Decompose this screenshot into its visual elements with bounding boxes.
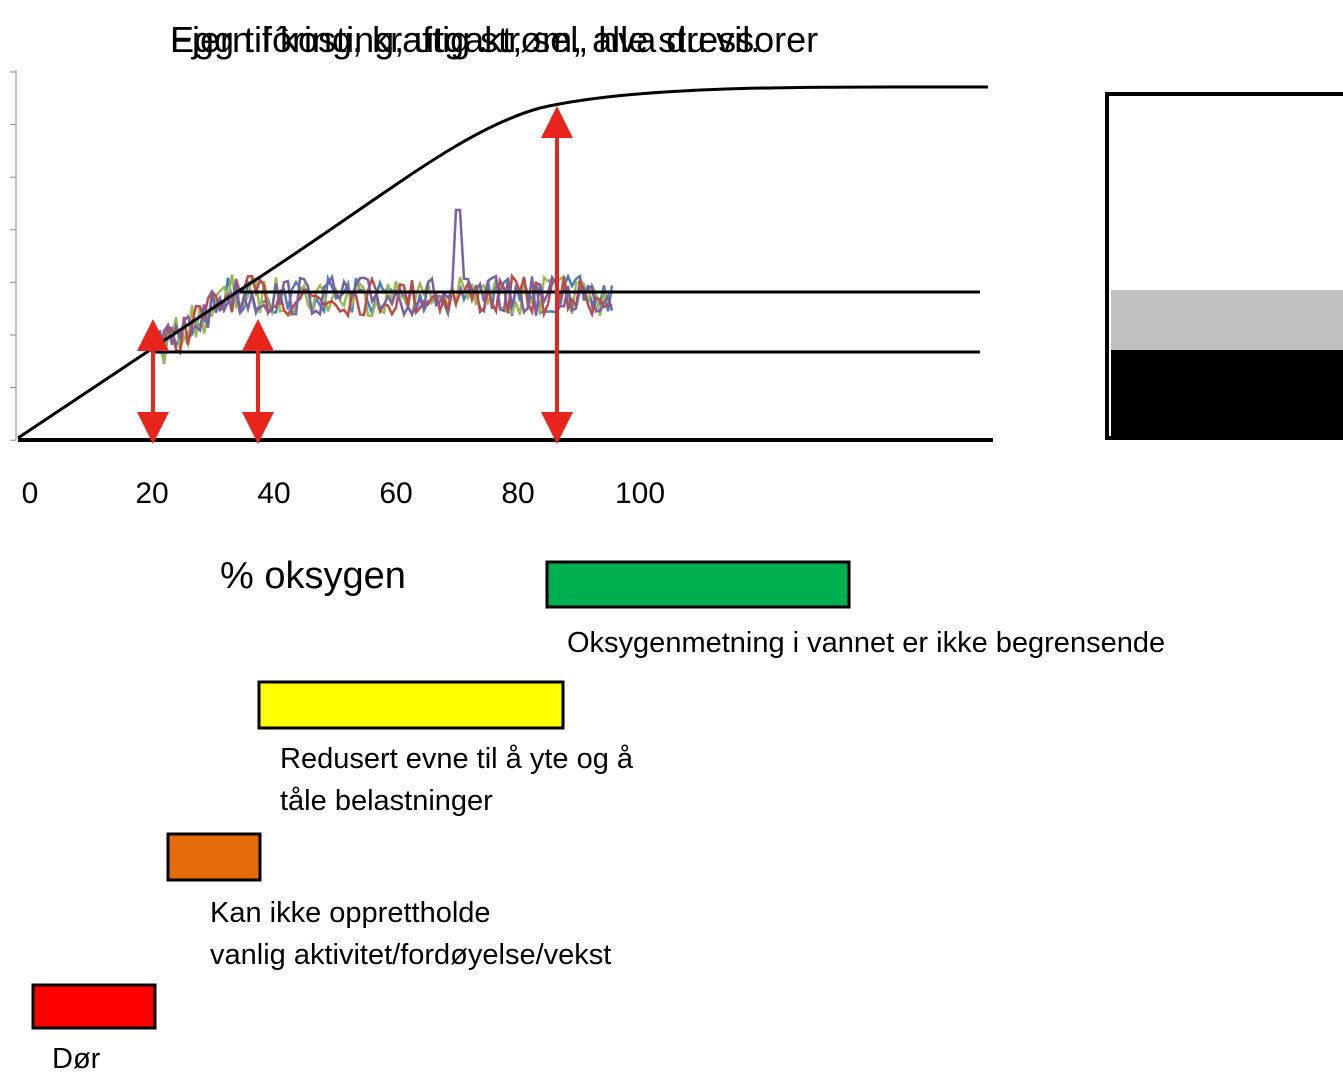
- black-band: [1111, 350, 1343, 436]
- curve: [17, 85, 989, 440]
- x-tick-label: 0: [22, 477, 39, 510]
- legend-label: Redusert evne til å yte og å: [280, 743, 634, 775]
- legend-swatch: [31, 983, 157, 1030]
- gray-band: [1111, 290, 1343, 350]
- title-overlap: Egg til kosting, utgakt, sel, hva du vil…: [170, 19, 760, 60]
- legend-label: Kan ikke opprettholde: [210, 897, 491, 929]
- x-tick-label: 60: [379, 477, 412, 510]
- x-tick-label: 20: [135, 477, 168, 510]
- legend-swatch: [257, 680, 565, 730]
- noise-line: [158, 208, 614, 355]
- legend-swatch: [166, 832, 262, 882]
- noise-line: [158, 273, 614, 364]
- x-tick-label: 100: [615, 477, 665, 510]
- legend-label: vanlig aktivitet/fordøyelse/vekst: [210, 939, 611, 971]
- legend-swatch: [545, 560, 851, 609]
- legend-label: tåle belastninger: [280, 785, 493, 817]
- x-tick-label: 80: [501, 477, 534, 510]
- legend-label: Oksygenmetning i vannet er ikke begrense…: [567, 627, 1165, 659]
- x-label: % oksygen: [220, 555, 406, 597]
- x-tick-label: 40: [257, 477, 290, 510]
- title: Fjern fôring, kraftig strøm, alle stress…: [170, 19, 818, 60]
- legend-label: Dør: [52, 1043, 101, 1074]
